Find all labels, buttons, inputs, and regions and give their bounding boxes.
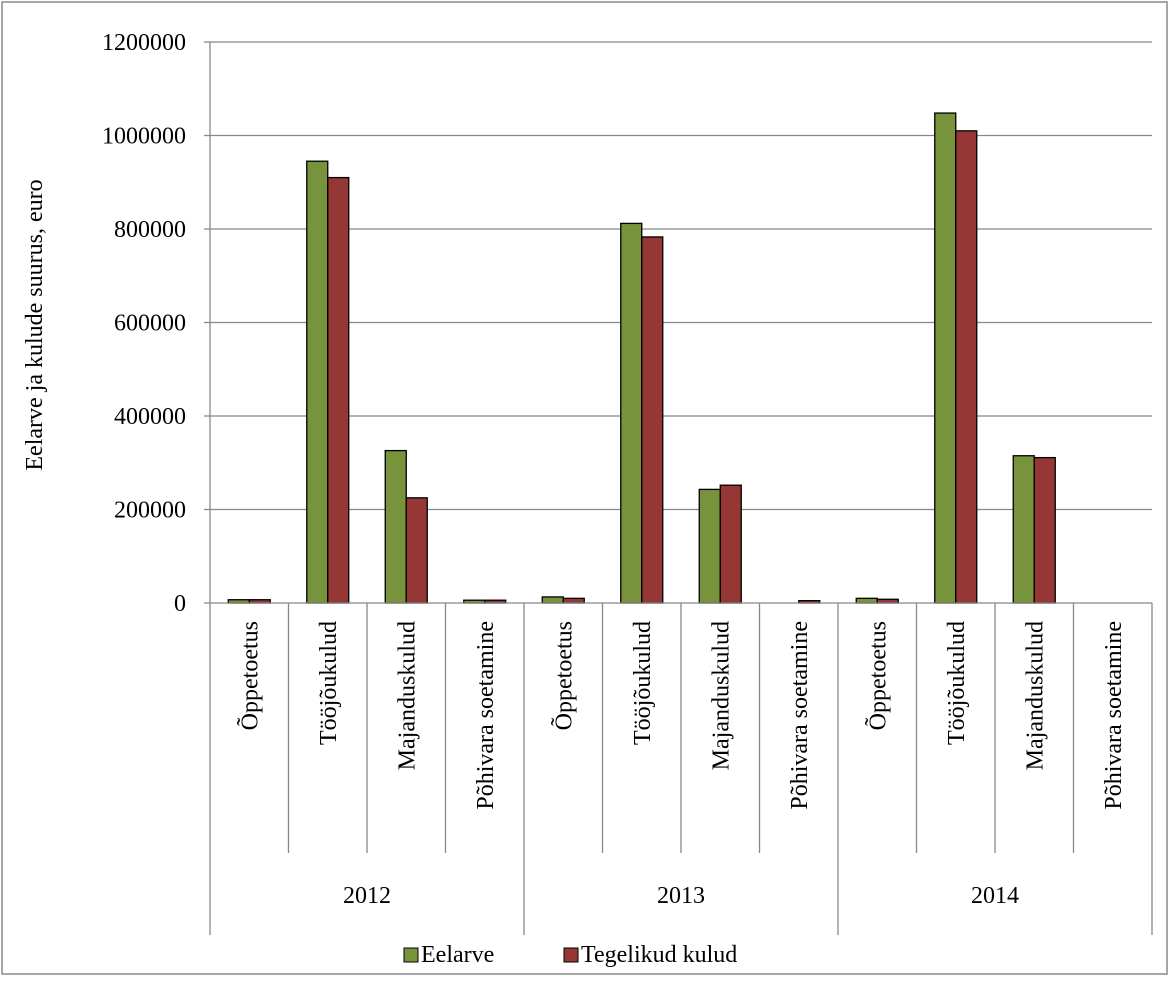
bar-eelarve <box>306 160 329 604</box>
x-category-label: Põhivara soetamine <box>787 621 813 810</box>
legend-label: Eelarve <box>421 942 494 968</box>
legend-swatch <box>563 947 579 963</box>
y-tick-label: 1200000 <box>102 30 186 56</box>
bar-tegelikud-kulud <box>955 130 978 604</box>
x-group-label: 2014 <box>971 883 1019 909</box>
x-category-label: Õppetoetus <box>550 621 577 730</box>
bar-tegelikud-kulud <box>327 176 350 604</box>
x-category-label: Põhivara soetamine <box>1101 621 1127 810</box>
x-group-label: 2013 <box>657 883 705 909</box>
legend: Eelarve Tegelikud kulud <box>403 942 737 968</box>
y-axis-label: Eelarve ja kulude suurus, euro <box>22 179 48 470</box>
bar-tegelikud-kulud <box>1033 456 1056 604</box>
y-tick-label: 800000 <box>114 217 186 243</box>
bar-eelarve <box>855 597 878 604</box>
x-category-label: Õppetoetus <box>864 621 891 730</box>
bar-eelarve <box>1012 455 1035 604</box>
bar-eelarve <box>620 222 643 604</box>
y-tick-label: 1000000 <box>102 124 186 150</box>
x-category-label: Põhivara soetamine <box>473 621 499 810</box>
y-tick-label: 0 <box>174 591 186 617</box>
y-tick-label: 200000 <box>114 498 186 524</box>
x-category-label: Tööjõukulud <box>630 621 656 745</box>
bar-tegelikud-kulud <box>405 497 428 604</box>
bars <box>227 112 1056 604</box>
bar-eelarve <box>698 488 721 604</box>
x-category-label: Õppetoetus <box>236 621 263 730</box>
gridlines <box>210 41 1152 511</box>
x-category-label: Tööjõukulud <box>944 621 970 745</box>
x-category-label: Majanduskulud <box>1022 621 1048 770</box>
x-axis: Õppetoetus Tööjõukulud Majanduskulud Põhiva… <box>209 602 1153 935</box>
legend-label: Tegelikud kulud <box>581 942 737 968</box>
y-axis-ticks: 0 200000 400000 600000 800000 1000000 1200000 <box>102 30 211 617</box>
x-category-label: Majanduskulud <box>394 621 420 770</box>
bar-eelarve <box>934 112 957 604</box>
bar-eelarve <box>384 449 407 604</box>
bar-tegelikud-kulud <box>719 484 742 604</box>
x-category-label: Majanduskulud <box>708 621 734 770</box>
bar-tegelikud-kulud <box>641 236 664 604</box>
legend-swatch <box>403 947 419 963</box>
y-tick-label: 600000 <box>114 311 186 337</box>
bar-tegelikud-kulud <box>562 597 585 604</box>
x-group-label: 2012 <box>343 883 391 909</box>
x-category-label: Tööjõukulud <box>316 621 342 745</box>
y-tick-label: 400000 <box>114 404 186 430</box>
bar-eelarve <box>541 596 564 604</box>
